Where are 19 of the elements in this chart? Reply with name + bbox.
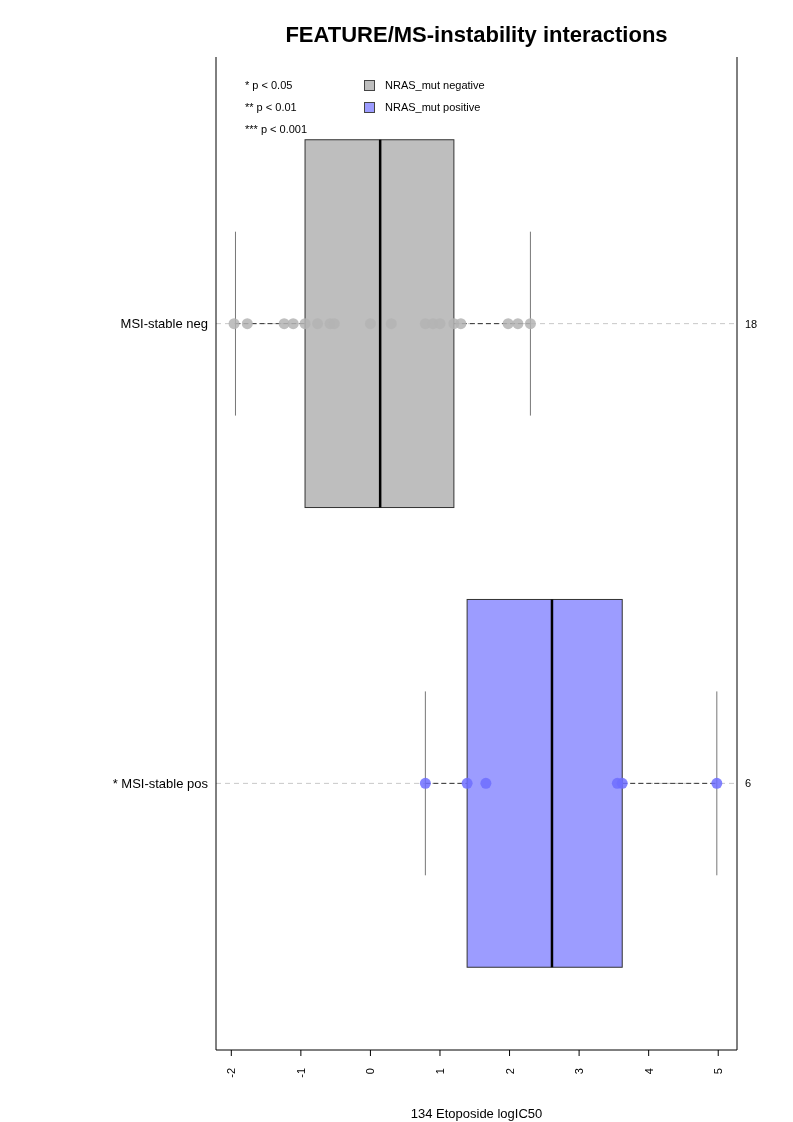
x-tick-label: 2 <box>503 1068 516 1075</box>
x-tick-label: 5 <box>712 1068 725 1075</box>
x-tick-label: 1 <box>433 1068 446 1075</box>
x-tick-label: 3 <box>573 1068 586 1075</box>
y-tick-label: * MSI-stable pos <box>112 775 209 791</box>
text: 18 <box>745 317 758 330</box>
x-tick-label: 4 <box>642 1068 655 1075</box>
x-tick-label: -2 <box>225 1068 238 1078</box>
x-axis-title: 134 Etoposide logIC50 <box>410 1106 543 1121</box>
text: 6 <box>745 777 752 790</box>
chart-title: FEATURE/MS-instability interactions <box>284 22 669 48</box>
annotation: * p < 0.05 <box>245 78 294 93</box>
y-tick-label: MSI-stable neg <box>120 316 208 332</box>
legend-label: NRAS_mut negative <box>385 78 485 93</box>
legend-label: NRAS_mut positive <box>385 100 481 115</box>
annotation: *** p < 0.001 <box>245 122 308 137</box>
x-tick-label: 0 <box>364 1068 377 1075</box>
annotation: ** p < 0.01 <box>245 100 298 115</box>
x-tick-label: -1 <box>294 1068 307 1078</box>
